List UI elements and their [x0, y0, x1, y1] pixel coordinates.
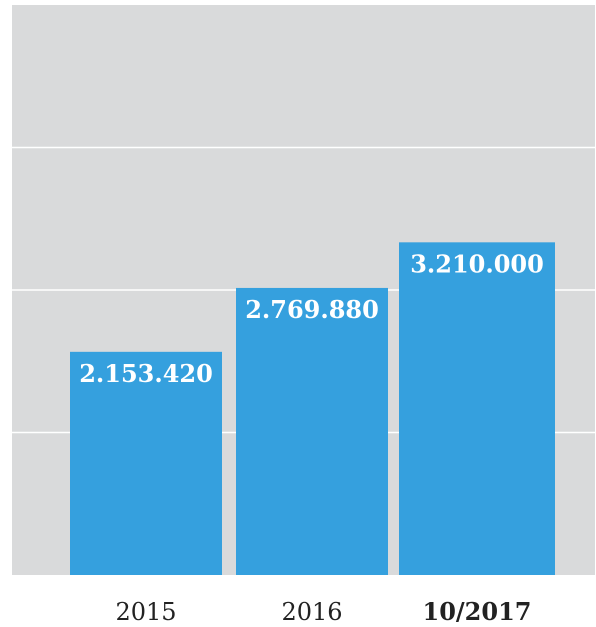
bar-value-label: 2.769.880 — [245, 295, 379, 324]
bar-2015 — [70, 351, 222, 575]
bar-value-label: 3.210.000 — [410, 249, 544, 278]
bar-2016 — [236, 287, 388, 575]
x-tick-labels: 2015 2016 10/2017 — [115, 597, 531, 626]
bars — [70, 242, 555, 575]
x-tick-label: 10/2017 — [423, 597, 532, 626]
x-tick-label: 2015 — [115, 598, 176, 626]
bar-value-label: 2.153.420 — [79, 359, 213, 388]
value-labels: 2.153.420 2.769.880 3.210.000 — [79, 249, 544, 388]
bar-10-2017 — [399, 242, 555, 575]
x-tick-label: 2016 — [281, 598, 342, 626]
